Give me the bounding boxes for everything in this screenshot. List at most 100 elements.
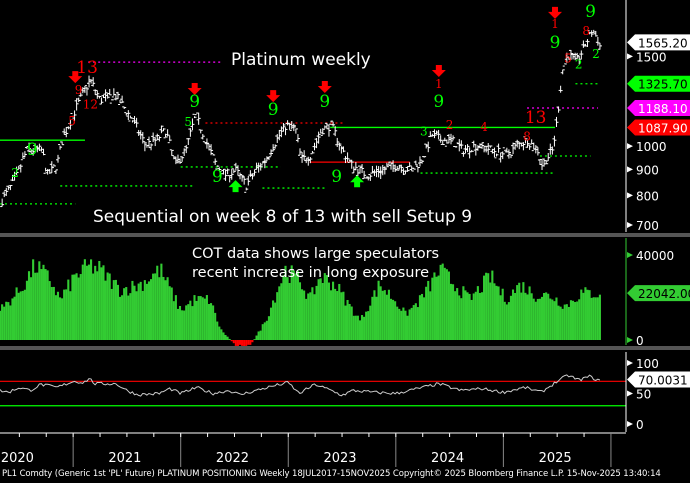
td-count-label: 2 <box>575 58 583 72</box>
sell-arrow-icon <box>317 81 332 94</box>
cot-bar <box>462 286 465 341</box>
cot-bar <box>410 307 413 341</box>
cot-bar <box>385 294 388 341</box>
cot-bar <box>582 292 585 341</box>
td-count-label: 9 <box>550 33 561 53</box>
buy-arrow-icon <box>350 175 365 188</box>
cot-bar <box>387 289 390 341</box>
cot-bar <box>394 301 397 341</box>
cot-bar <box>162 276 165 341</box>
cot-bar <box>272 300 275 341</box>
cot-bar <box>106 272 109 341</box>
panel-separator[interactable] <box>0 346 690 350</box>
cot-bar <box>137 283 140 341</box>
rsi-tick <box>627 359 633 366</box>
cot-bar-negative <box>238 340 242 345</box>
td-count-label: 9 <box>319 92 330 112</box>
cot-bar <box>156 265 159 341</box>
price-tick <box>627 221 633 228</box>
price-tag-bg <box>627 34 690 51</box>
cot-bar <box>9 305 12 341</box>
cot-bar-negative <box>236 340 239 347</box>
cot-bar <box>480 292 484 341</box>
cot-bar <box>307 293 310 341</box>
cot-bar-negative <box>232 340 235 344</box>
td-count-label: 5 <box>68 114 76 128</box>
cot-bar <box>259 330 262 341</box>
cot-bar <box>147 281 151 341</box>
cot-bar <box>187 304 190 341</box>
cot-bar <box>15 287 18 341</box>
chart-title: Platinum weekly <box>231 50 371 70</box>
cot-bar <box>536 298 539 341</box>
cot-bar <box>580 289 583 341</box>
cot-bar <box>545 292 548 341</box>
cot-bar <box>71 274 74 341</box>
cot-bar-negative <box>243 340 246 347</box>
cot-bar <box>458 295 461 341</box>
cot-bar <box>485 272 488 341</box>
cot-tick <box>627 337 633 344</box>
cot-bar <box>567 306 570 341</box>
cot-bar-negative <box>245 340 248 346</box>
cot-bar <box>398 308 401 341</box>
cot-bar <box>547 293 550 341</box>
cot-bar <box>578 299 581 341</box>
cot-bar <box>489 282 492 341</box>
cot-bar <box>286 277 289 341</box>
cot-bar <box>592 297 595 341</box>
cot-bar <box>19 291 22 341</box>
cot-bar <box>218 326 221 341</box>
cot-bar <box>81 264 84 341</box>
price-tick-label: 1000 <box>636 140 667 154</box>
cot-bar <box>290 265 293 341</box>
cot-bar-negative <box>234 340 237 346</box>
cot-bar <box>514 293 517 341</box>
td-count-label: 12 <box>83 98 98 112</box>
cot-bar <box>23 289 26 341</box>
cot-bar <box>524 292 527 341</box>
cot-bar <box>460 298 463 341</box>
cot-bar <box>195 300 198 341</box>
cot-tick <box>627 252 633 259</box>
rsi-tick-label: 50 <box>636 388 651 402</box>
cot-bar <box>102 265 105 341</box>
cot-bar <box>549 298 552 341</box>
cot-bar <box>166 277 169 341</box>
td-count-label: 13 <box>525 108 547 128</box>
cot-bar <box>319 278 322 341</box>
cot-bar <box>340 292 343 341</box>
cot-bar <box>590 297 593 341</box>
cot-bar <box>133 285 136 341</box>
cot-bar <box>34 272 37 341</box>
cot-bar <box>532 298 535 341</box>
cot-bar <box>346 299 349 341</box>
cot-tag: 22042.00 <box>638 287 690 301</box>
cot-bar <box>315 285 318 341</box>
cot-bar <box>172 301 175 341</box>
cot-bar <box>412 305 415 341</box>
cot-bar <box>42 264 45 341</box>
cot-bar <box>267 316 271 341</box>
price-tag: 1188.10 <box>638 102 688 116</box>
rsi-tick <box>627 421 633 428</box>
year-label: 2023 <box>323 451 356 466</box>
td-count-label: 9 <box>331 167 342 187</box>
annotations: Platinum weekly Sequential on week 8 of … <box>93 50 472 281</box>
cot-bar <box>329 290 333 341</box>
cot-bar <box>205 295 208 341</box>
cot-bar <box>50 287 53 341</box>
cot-bar <box>176 308 179 341</box>
sell-arrow-icon <box>431 64 446 77</box>
cot-bar <box>356 315 359 341</box>
panel-separator[interactable] <box>0 233 690 237</box>
cot-bar-negative <box>241 340 244 346</box>
price-tag: 1325.70 <box>638 78 688 92</box>
cot-bar <box>191 306 194 341</box>
td-count-label: 13 <box>76 58 98 78</box>
price-tag: 1087.90 <box>638 121 688 135</box>
cot-bar <box>5 301 8 341</box>
cot-bar <box>309 292 312 341</box>
td-count-label: 2 <box>592 47 600 61</box>
cot-bar <box>522 282 525 341</box>
